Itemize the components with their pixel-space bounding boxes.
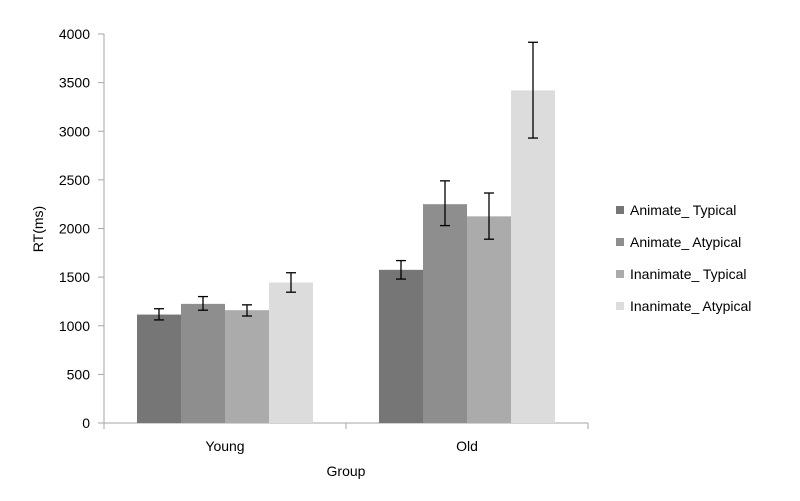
legend-swatch — [616, 270, 624, 278]
bar — [423, 204, 467, 423]
y-tick-label: 4000 — [59, 26, 90, 42]
bar — [379, 269, 423, 423]
bar — [511, 90, 555, 423]
y-tick-label: 1000 — [59, 318, 90, 334]
legend-label: Inanimate_ Typical — [630, 266, 746, 282]
bar — [467, 216, 511, 423]
labels-layer: RT(ms) Group 0 500 1000 1500 2000 2500 3000 350… — [30, 26, 478, 479]
legend-swatch — [616, 206, 624, 214]
legend: Animate_ Typical Animate_ Atypical Inanima… — [616, 202, 751, 314]
legend-item: Inanimate_ Typical — [616, 266, 746, 282]
y-tick-label: 3000 — [59, 123, 90, 139]
y-tick-label: 500 — [67, 366, 91, 382]
legend-item: Animate_ Typical — [616, 202, 736, 218]
y-tick-label: 3500 — [59, 75, 90, 91]
y-tick-label: 2500 — [59, 172, 90, 188]
legend-label: Inanimate_ Atypical — [630, 298, 751, 314]
y-axis-title: RT(ms) — [30, 206, 46, 252]
legend-label: Animate_ Atypical — [630, 234, 741, 250]
legend-item: Animate_ Atypical — [616, 234, 741, 250]
bar — [269, 282, 313, 423]
bar — [181, 303, 225, 423]
bars-layer — [137, 90, 555, 423]
x-category-label: Young — [205, 438, 244, 454]
x-axis-title: Group — [327, 463, 366, 479]
legend-item: Inanimate_ Atypical — [616, 298, 751, 314]
x-category-label: Old — [456, 438, 478, 454]
bar — [225, 310, 269, 423]
y-tick-label: 2000 — [59, 221, 90, 237]
legend-swatch — [616, 238, 624, 246]
bar — [137, 314, 181, 423]
y-tick-label: 1500 — [59, 269, 90, 285]
legend-swatch — [616, 302, 624, 310]
y-tick-label: 0 — [82, 415, 90, 431]
legend-label: Animate_ Typical — [630, 202, 736, 218]
error-bars-layer — [154, 41, 538, 321]
